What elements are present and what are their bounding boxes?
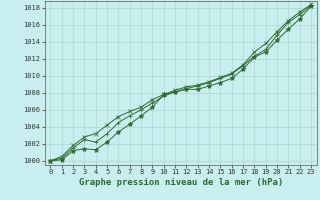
X-axis label: Graphe pression niveau de la mer (hPa): Graphe pression niveau de la mer (hPa) (79, 178, 283, 187)
